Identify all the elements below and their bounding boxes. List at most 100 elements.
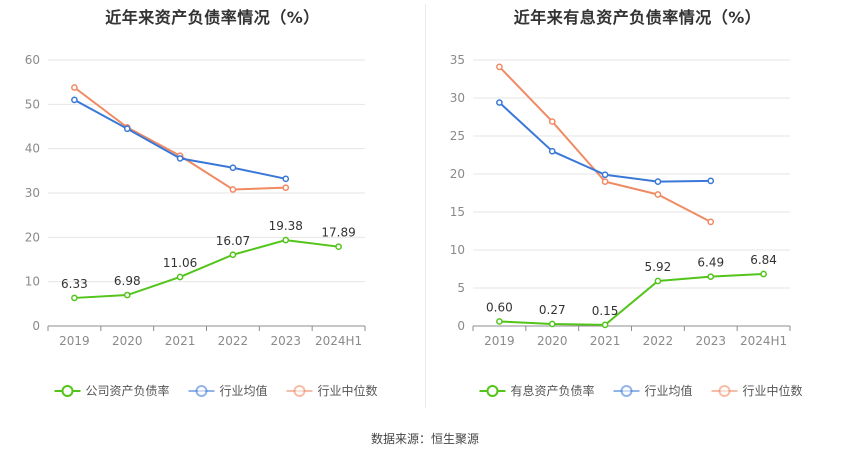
y-tick-label: 0 (457, 319, 465, 333)
data-label: 19.38 (269, 219, 303, 233)
data-point (229, 251, 237, 259)
data-label: 6.98 (114, 274, 141, 288)
y-tick-label: 25 (450, 129, 465, 143)
legend-item: 有息资产负债率 (479, 383, 595, 398)
right-chart-title: 近年来有息资产负债率情况（%） (513, 8, 762, 27)
data-point (229, 186, 237, 193)
y-tick-label: 30 (450, 91, 465, 105)
data-label: 0.15 (592, 304, 619, 318)
y-tick-label: 35 (450, 53, 465, 67)
legend-label: 有息资产负债率 (511, 383, 595, 398)
data-point (548, 147, 556, 155)
data-point (282, 236, 290, 244)
data-point (123, 125, 131, 133)
legend-label: 行业中位数 (318, 383, 378, 398)
data-label: 0.60 (486, 300, 513, 314)
data-point (71, 84, 78, 91)
data-point (548, 320, 556, 328)
data-point (654, 191, 662, 198)
data-label: 11.06 (163, 256, 197, 270)
right-chart-plot: 0 5 10 15 20 25 30 35 2019 2020 2021 2022 2023 2024H1… (450, 53, 803, 398)
legend-marker (620, 385, 633, 397)
x-tick-label: 2020 (537, 334, 568, 348)
series-line-2 (498, 66, 712, 223)
legend-label: 公司资产负债率 (86, 383, 170, 398)
data-point (760, 270, 767, 278)
data-point (496, 318, 503, 325)
data-point (601, 321, 609, 329)
data-source-label: 数据来源：恒生聚源 (370, 432, 479, 446)
data-point (496, 99, 503, 106)
y-tick-label: 15 (450, 205, 465, 219)
y-tick-label: 20 (25, 230, 40, 244)
left-chart-plot: 0 10 20 30 40 50 60 2019 2020 2021 2022 2023 2024H1 6… (25, 53, 378, 398)
data-point (601, 171, 609, 179)
data-point (707, 218, 715, 226)
legend-item: 行业均值 (613, 383, 693, 398)
data-label: 16.07 (216, 234, 250, 248)
y-tick-label: 0 (32, 319, 40, 333)
data-point (71, 96, 78, 104)
x-tick-label: 2023 (695, 334, 726, 348)
panel-divider (425, 4, 426, 408)
data-point (176, 155, 184, 162)
data-label: 6.49 (697, 256, 724, 270)
legend-marker (195, 385, 208, 397)
legend-label: 行业中位数 (743, 383, 803, 398)
x-tick-label: 2023 (270, 334, 301, 348)
data-point (335, 243, 342, 251)
legend-marker (486, 385, 499, 397)
data-point (707, 177, 715, 185)
x-tick-label: 2019 (59, 334, 90, 348)
series-line-0 (499, 273, 764, 326)
data-point (654, 277, 662, 285)
y-tick-label: 10 (25, 275, 40, 289)
data-label: 0.27 (539, 303, 566, 317)
legend-item: 行业中位数 (711, 383, 803, 398)
legend-label: 行业均值 (220, 383, 268, 398)
series-line-2 (73, 86, 286, 191)
x-tick-label: 2020 (112, 334, 143, 348)
series-line-1 (498, 101, 711, 183)
y-tick-label: 60 (25, 53, 40, 67)
x-tick-label: 2022 (643, 334, 674, 348)
y-tick-label: 50 (25, 97, 40, 111)
data-point (548, 118, 556, 125)
data-label: 5.92 (645, 260, 672, 274)
data-point (654, 178, 662, 185)
legend-marker (293, 385, 306, 397)
y-tick-label: 5 (457, 281, 465, 295)
data-label: 17.89 (321, 226, 355, 240)
data-point (123, 291, 131, 299)
legend-item: 行业均值 (188, 383, 268, 398)
x-tick-label: 2021 (165, 334, 196, 348)
right-chart-panel: 近年来有息资产负债率情况（%） 0 5 10 15 20 25 30 35 2019 2020 20… (425, 0, 850, 420)
legend-marker (718, 385, 731, 397)
data-label: 6.33 (61, 277, 88, 291)
data-point (601, 178, 609, 185)
data-point (282, 184, 290, 192)
data-point (176, 273, 184, 281)
legend-item: 公司资产负债率 (54, 383, 170, 398)
legend-marker (61, 385, 74, 397)
x-tick-label: 2022 (218, 334, 249, 348)
y-tick-label: 30 (25, 186, 40, 200)
data-point (71, 294, 78, 302)
data-point (707, 273, 715, 281)
legend-label: 行业均值 (645, 383, 693, 398)
data-label: 6.84 (750, 253, 777, 267)
left-chart-title: 近年来资产负债率情况（%） (105, 8, 320, 27)
data-point (229, 164, 237, 172)
y-tick-label: 20 (450, 167, 465, 181)
data-point (496, 63, 503, 71)
legend-item: 行业中位数 (286, 383, 378, 398)
x-tick-label: 2024H1 (315, 334, 362, 348)
data-point (282, 175, 290, 183)
x-tick-label: 2021 (590, 334, 621, 348)
y-tick-label: 10 (450, 243, 465, 257)
y-tick-label: 40 (25, 142, 40, 156)
left-chart-panel: 近年来资产负债率情况（%） 0 10 20 30 40 50 60 2019 2020 2021 2… (0, 0, 425, 420)
x-tick-label: 2019 (484, 334, 515, 348)
series-line-0 (74, 239, 339, 299)
x-tick-label: 2024H1 (740, 334, 787, 348)
